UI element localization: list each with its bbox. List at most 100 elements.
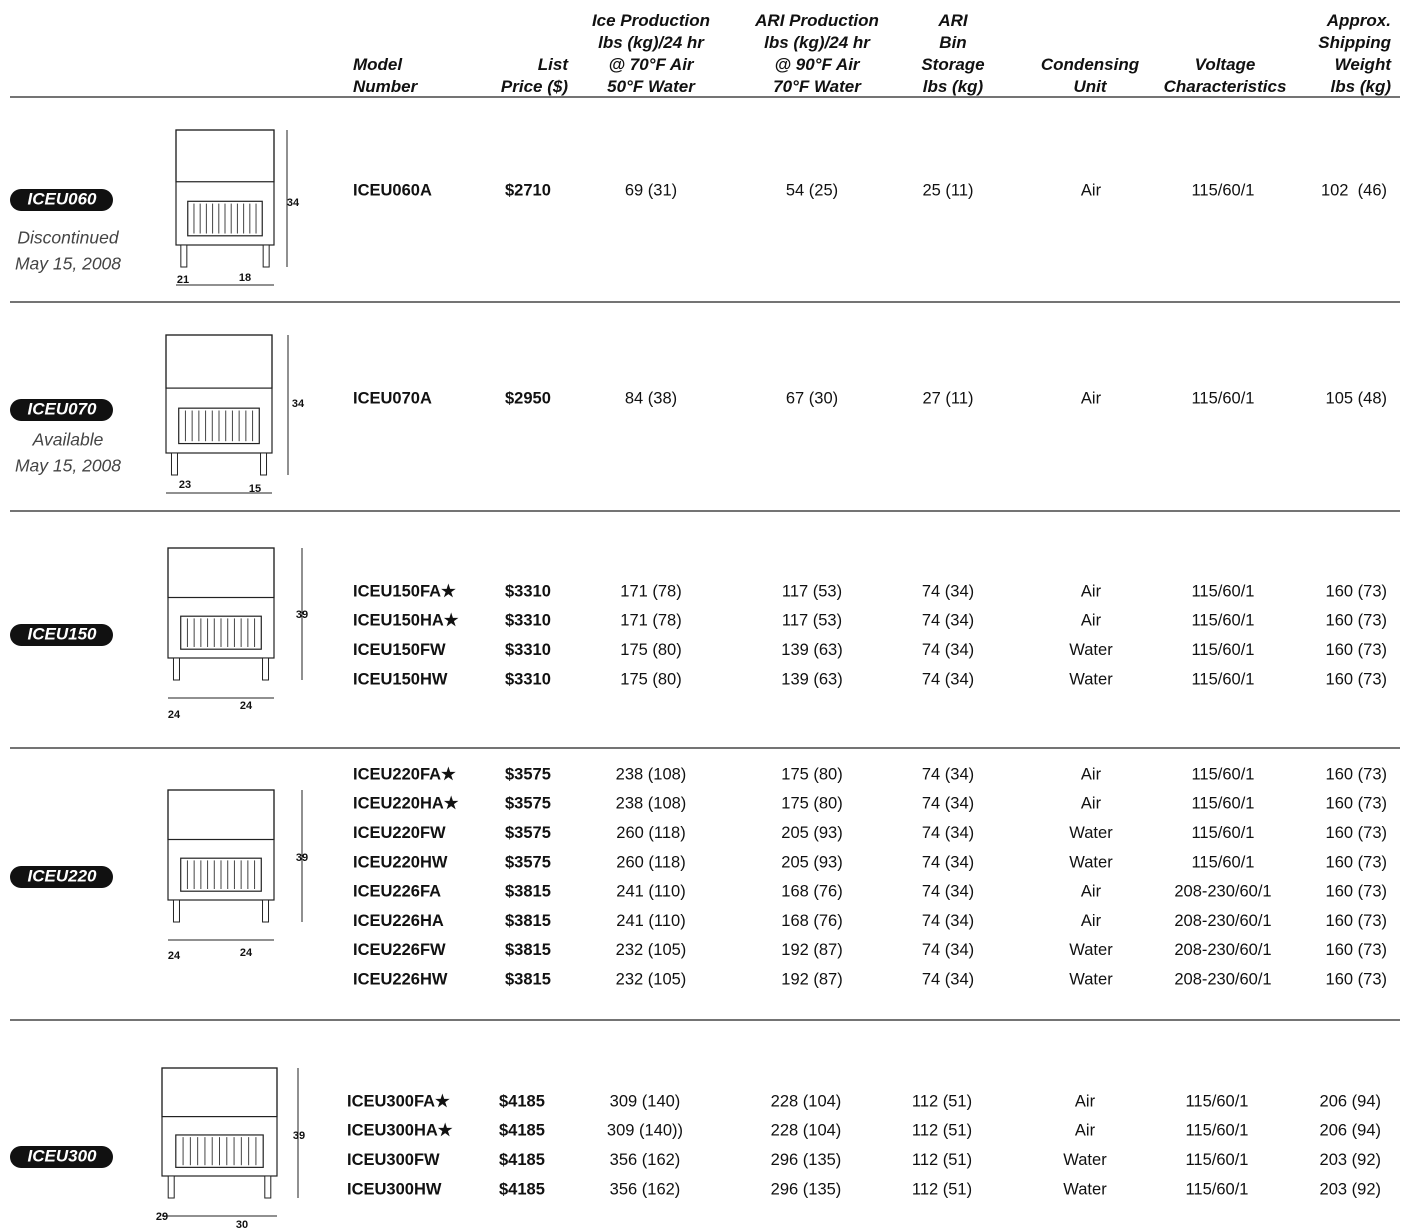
table-cell: $3310	[505, 582, 551, 600]
table-cell: ICEU150FA★	[353, 582, 457, 600]
machine-leg	[180, 244, 188, 268]
table-cell: 228 (104)	[771, 1092, 842, 1110]
dimension-label: 24	[240, 700, 253, 712]
table-cell: 74 (34)	[922, 765, 974, 783]
header-label: Price ($)	[501, 77, 568, 96]
table-cell: $3815	[505, 883, 551, 901]
table-cell: Water	[1063, 1180, 1107, 1198]
model-badge-label: ICEU150	[28, 624, 98, 643]
table-cell: Air	[1081, 181, 1102, 199]
header-label: 50°F Water	[607, 77, 696, 96]
table-cell: Water	[1069, 853, 1113, 871]
table-cell: 112 (51)	[912, 1151, 972, 1169]
table-cell: 356 (162)	[610, 1180, 681, 1198]
table-cell: $3575	[505, 824, 551, 842]
table-cell: $3575	[505, 853, 551, 871]
table-cell: 160 (73)	[1326, 641, 1387, 659]
header-label: 70°F Water	[773, 77, 862, 96]
table-cell: ICEU150HA★	[353, 612, 460, 630]
table-cell: Water	[1069, 941, 1113, 959]
table-cell: 74 (34)	[922, 824, 974, 842]
machine-grille	[180, 857, 262, 892]
availability-note: Discontinued	[17, 228, 119, 248]
machine-leg	[262, 657, 270, 681]
table-cell: 139 (63)	[781, 670, 842, 688]
table-cell: 27 (11)	[922, 389, 973, 407]
table-cell: 115/60/1	[1185, 1092, 1248, 1110]
table-cell: 160 (73)	[1326, 582, 1387, 600]
header-label: lbs (kg)/24 hr	[764, 33, 871, 52]
table-cell: 74 (34)	[922, 883, 974, 901]
table-cell: 192 (87)	[781, 941, 842, 959]
table-cell: ICEU226HW	[353, 970, 448, 988]
table-cell: 309 (140))	[607, 1122, 683, 1140]
machine-grille	[180, 615, 262, 650]
table-cell: 203 (92)	[1320, 1180, 1381, 1198]
table-cell: 115/60/1	[1185, 1180, 1248, 1198]
availability-note: May 15, 2008	[15, 456, 121, 476]
table-cell: 160 (73)	[1326, 824, 1387, 842]
machine-top	[167, 789, 275, 841]
table-cell: 208-230/60/1	[1174, 970, 1271, 988]
model-badge-label: ICEU300	[28, 1146, 98, 1165]
table-cell: 112 (51)	[912, 1180, 972, 1198]
table-cell: 160 (73)	[1326, 765, 1387, 783]
table-cell: $4185	[499, 1151, 545, 1169]
dimension-label: 18	[239, 272, 251, 284]
header-label: ARI	[937, 11, 969, 30]
table-cell: 67 (30)	[786, 389, 838, 407]
table-cell: 203 (92)	[1320, 1151, 1381, 1169]
table-cell: 112 (51)	[912, 1122, 972, 1140]
table-cell: 175 (80)	[620, 670, 681, 688]
machine-leg	[172, 899, 180, 923]
header-label: Weight	[1335, 55, 1393, 74]
header-label: @ 70°F Air	[608, 55, 694, 74]
table-cell: Air	[1075, 1122, 1096, 1140]
header-label: Voltage	[1195, 55, 1256, 74]
table-cell: 115/60/1	[1185, 1151, 1248, 1169]
table-cell: $4185	[499, 1180, 545, 1198]
table-cell: $3815	[505, 912, 551, 930]
table-cell: $2950	[505, 389, 551, 407]
model-badge	[10, 399, 113, 421]
table-cell: 115/60/1	[1191, 853, 1254, 871]
table-cell: $3310	[505, 641, 551, 659]
header-label: lbs (kg)/24 hr	[598, 33, 705, 52]
table-cell: 74 (34)	[922, 641, 974, 659]
header-label: Number	[353, 77, 419, 96]
table-cell: 74 (34)	[922, 582, 974, 600]
table-cell: Air	[1081, 883, 1102, 901]
table-cell: 54 (25)	[786, 181, 838, 199]
dimension-label: 39	[293, 1130, 305, 1142]
table-cell: 102 (46)	[1321, 181, 1387, 199]
table-cell: 296 (135)	[771, 1180, 842, 1198]
machine-leg	[260, 452, 268, 476]
table-cell: 205 (93)	[781, 824, 842, 842]
table-cell: 74 (34)	[922, 941, 974, 959]
table-cell: 205 (93)	[781, 853, 842, 871]
table-cell: 115/60/1	[1191, 824, 1254, 842]
table-cell: 74 (34)	[922, 612, 974, 630]
model-badge-label: ICEU070	[28, 399, 98, 418]
table-cell: 206 (94)	[1320, 1092, 1381, 1110]
availability-note: May 15, 2008	[15, 254, 121, 274]
table-cell: 160 (73)	[1326, 853, 1387, 871]
machine-leg	[172, 657, 180, 681]
table-cell: Water	[1069, 824, 1113, 842]
machine-leg	[167, 1175, 175, 1199]
header-label: Storage	[921, 55, 984, 74]
model-badge	[10, 189, 113, 211]
model-badge	[10, 1146, 113, 1168]
table-cell: $2710	[505, 181, 551, 199]
table-cell: 238 (108)	[616, 765, 687, 783]
table-cell: 232 (105)	[616, 941, 687, 959]
table-cell: 112 (51)	[912, 1092, 972, 1110]
table-cell: $4185	[499, 1122, 545, 1140]
header-label: List	[538, 55, 570, 74]
table-cell: 309 (140)	[610, 1092, 681, 1110]
table-cell: 160 (73)	[1326, 670, 1387, 688]
model-badge-label: ICEU220	[28, 866, 98, 885]
table-cell: 74 (34)	[922, 912, 974, 930]
table-cell: 208-230/60/1	[1174, 941, 1271, 959]
table-cell: ICEU226FW	[353, 941, 446, 959]
